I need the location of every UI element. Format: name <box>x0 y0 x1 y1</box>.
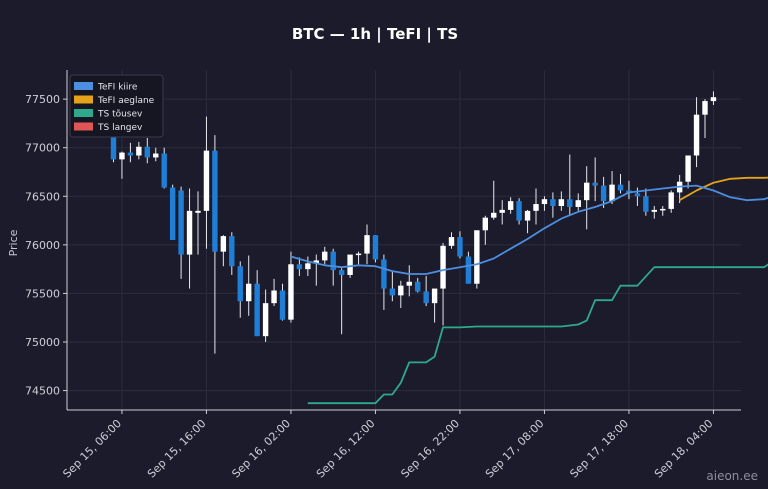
candle-up <box>584 182 590 201</box>
candle-up <box>398 285 404 296</box>
candle-up <box>364 235 370 254</box>
y-tick-label: 77000 <box>25 142 60 155</box>
candle-up <box>262 303 269 337</box>
candle-up <box>288 264 294 320</box>
candle-up <box>313 260 319 264</box>
candle-down <box>229 236 235 267</box>
candle-up <box>195 210 201 213</box>
candle-up <box>246 283 252 302</box>
candle-down <box>169 187 176 240</box>
candle-up <box>406 281 412 286</box>
candle-up <box>347 254 353 275</box>
candle-down <box>550 199 556 206</box>
candle-down <box>237 266 243 302</box>
watermark-text: aieon.ee <box>706 469 758 483</box>
candle-down <box>178 190 184 255</box>
legend-swatch <box>74 82 93 90</box>
candle-down <box>634 193 641 197</box>
candle-up <box>271 290 277 304</box>
candle-down <box>381 259 387 289</box>
legend: TeFI kiire TeFI aeglane TS tõusev TS langev <box>69 74 164 138</box>
candle-up <box>136 146 142 156</box>
candle-up <box>660 208 666 211</box>
legend-swatch <box>74 122 93 131</box>
tefi-fast-line <box>290 184 768 275</box>
legend-label: TS langev <box>97 123 143 133</box>
candle-up <box>153 153 159 158</box>
candle-down <box>617 184 624 191</box>
y-tick-label: 76500 <box>25 190 60 203</box>
candle-down <box>415 281 421 292</box>
candle-down <box>372 235 379 260</box>
candle-up <box>533 204 539 211</box>
ts-up-line <box>307 263 768 405</box>
chart-title: BTC — 1h | TeFI | TS <box>292 25 458 44</box>
candle-down <box>110 128 117 160</box>
candle-up <box>305 263 311 270</box>
candle-down <box>127 152 134 156</box>
candle-up <box>431 288 438 304</box>
candle-up <box>474 230 480 284</box>
candle-down <box>212 150 218 252</box>
candle-up <box>702 101 708 115</box>
candle-down <box>423 291 429 304</box>
legend-label: TS tõusev <box>97 110 143 120</box>
candle-down <box>279 290 286 320</box>
legend-swatch <box>74 109 93 117</box>
candle-up <box>558 199 565 206</box>
candle-up <box>609 184 615 202</box>
candle-up <box>499 209 505 213</box>
legend-swatch <box>74 95 93 104</box>
y-axis-label: Price <box>7 229 20 256</box>
candle-up <box>119 152 125 160</box>
candle-down <box>567 199 573 207</box>
candle-up <box>651 209 657 212</box>
candle-up <box>491 212 497 218</box>
legend-box <box>69 74 164 138</box>
candle-up <box>710 97 717 102</box>
y-tick-label: 77500 <box>25 93 60 106</box>
y-tick-label: 75000 <box>25 336 60 349</box>
candle-down <box>296 264 303 270</box>
candle-up <box>440 245 446 289</box>
candle-down <box>516 201 522 221</box>
candle-up <box>668 192 674 209</box>
candle-down <box>592 182 598 186</box>
candle-up <box>575 200 581 207</box>
candle-up <box>220 236 227 252</box>
candle-down <box>330 251 336 271</box>
candle-down <box>600 185 607 202</box>
candle-up <box>524 210 531 221</box>
candle-down <box>254 283 260 337</box>
candle-down <box>465 256 472 284</box>
y-tick-label: 74500 <box>25 385 60 398</box>
candle-down <box>161 153 167 188</box>
candle-down <box>338 270 345 275</box>
y-tick-label: 76000 <box>25 239 60 252</box>
legend-label: TeFI kiire <box>97 83 138 93</box>
candle-up <box>482 217 488 231</box>
candle-down <box>389 288 396 296</box>
candle-down <box>457 237 463 257</box>
candle-up <box>203 150 210 211</box>
candle-up <box>693 114 700 156</box>
candle-up <box>685 155 691 182</box>
legend-label: TeFI aeglane <box>97 96 155 106</box>
candle-up <box>322 251 328 261</box>
candle-up <box>448 237 455 246</box>
candle-up <box>507 201 514 210</box>
candle-down <box>643 196 649 212</box>
candle-up <box>186 210 193 255</box>
candle-down <box>144 146 150 158</box>
candle-up <box>541 199 548 205</box>
candle-up <box>355 253 362 256</box>
y-tick-label: 75500 <box>25 287 60 300</box>
